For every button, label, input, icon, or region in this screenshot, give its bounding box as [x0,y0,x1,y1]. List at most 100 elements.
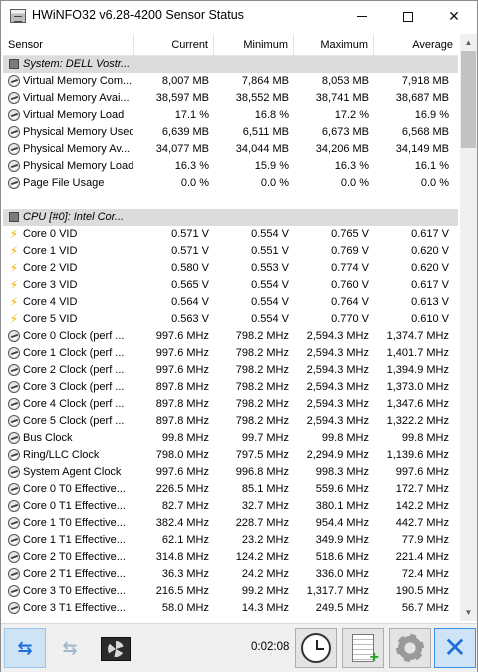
collapse-button[interactable]: ⇆ [49,628,91,668]
column-header-current[interactable]: Current [134,34,214,56]
clock-icon [301,633,331,663]
sensor-name: Core 2 T0 Effective... [23,551,126,563]
table-row[interactable]: Core 0 T0 Effective... 226.5 MHz 85.1 MHz 5… [3,481,458,498]
sensor-name: Core 1 Clock (perf ... [23,347,125,359]
scroll-down-button[interactable]: ▼ [460,604,477,621]
gauge-icon [8,432,20,444]
average-value: 221.4 MHz [395,551,449,563]
table-row[interactable]: Core 4 Clock (perf ... 897.8 MHz 798.2 MHz… [3,396,458,413]
table-row[interactable]: Virtual Memory Load 17.1 % 16.8 % 17.2 % 16.… [3,107,458,124]
table-row[interactable]: ⚡ Core 5 VID 0.563 V 0.554 V 0.770 V 0.610 V [3,311,458,328]
gauge-icon [8,415,20,427]
minimum-value: 14.3 MHz [241,602,289,614]
settings-button[interactable] [389,628,431,668]
table-row[interactable]: Page File Usage 0.0 % 0.0 % 0.0 % 0.0 % [3,175,458,192]
table-row[interactable]: Physical Memory Used 6,639 MB 6,511 MB 6,67… [3,124,458,141]
table-row[interactable]: Virtual Memory Com... 8,007 MB 7,864 MB 8,0… [3,73,458,90]
gauge-icon [8,381,20,393]
current-value [134,192,209,209]
scrollbar-thumb[interactable] [461,51,476,148]
scroll-up-button[interactable]: ▲ [460,34,477,51]
average-value: 72.4 MHz [401,568,449,580]
table-row[interactable]: Virtual Memory Avai... 38,597 MB 38,552 MB… [3,90,458,107]
sensor-name: CPU [#0]: Intel Cor... [23,211,125,223]
column-header-maximum[interactable]: Maximum [294,34,374,56]
table-row[interactable]: ⚡ Core 3 VID 0.565 V 0.554 V 0.760 V 0.617 V [3,277,458,294]
gauge-icon [8,75,20,87]
sensor-name: Virtual Memory Load [23,109,125,121]
elapsed-timer: 0:02:08 [251,641,290,653]
current-value: 0.0 % [180,177,209,189]
table-row[interactable]: ⚡ Core 2 VID 0.580 V 0.553 V 0.774 V 0.620 V [3,260,458,277]
average-value: 77.9 MHz [401,534,449,546]
average-value: 34,149 MB [395,143,449,155]
layout-toggle-button[interactable]: ⇆ [4,628,46,668]
table-row[interactable]: ⚡ Core 1 VID 0.571 V 0.551 V 0.769 V 0.620 V [3,243,458,260]
gauge-icon [8,466,20,478]
current-value: 997.6 MHz [155,466,209,478]
current-value: 36.3 MHz [161,568,209,580]
table-row[interactable]: Core 0 Clock (perf ... 997.6 MHz 798.2 MHz… [3,328,458,345]
current-value: 798.0 MHz [155,449,209,461]
close-button[interactable]: ✕ [431,1,477,32]
minimum-value [214,192,289,209]
average-value: 0.0 % [420,177,449,189]
table-row[interactable]: Physical Memory Load 16.3 % 15.9 % 16.3 % 16… [3,158,458,175]
minimize-button[interactable] [339,1,385,32]
group-row[interactable]: System: DELL Vostr... [3,56,458,73]
sensor-name: Core 2 Clock (perf ... [23,364,125,376]
maximum-value: 0.764 V [331,296,369,308]
exit-button[interactable]: ✕ [434,628,476,668]
logging-button[interactable]: + [342,628,384,668]
reset-timer-button[interactable] [295,628,337,668]
window-title: HWiNFO32 v6.28-4200 Sensor Status [32,8,244,22]
minimum-value: 797.5 MHz [235,449,289,461]
triangle-down-icon: ▼ [464,608,473,617]
table-row[interactable]: Core 2 T0 Effective... 314.8 MHz 124.2 MHz… [3,549,458,566]
table-row[interactable]: ⚡ Core 0 VID 0.571 V 0.554 V 0.765 V 0.617 V [3,226,458,243]
table-row[interactable]: System Agent Clock 997.6 MHz 996.8 MHz 998.… [3,464,458,481]
table-row[interactable]: Core 2 T1 Effective... 36.3 MHz 24.2 MHz 33… [3,566,458,583]
maximize-button[interactable] [385,1,431,32]
sensor-name: Core 1 VID [23,245,78,257]
table-row[interactable]: Core 3 T1 Effective... 58.0 MHz 14.3 MHz 24… [3,600,458,617]
table-row[interactable]: ⚡ Core 4 VID 0.564 V 0.554 V 0.764 V 0.613 V [3,294,458,311]
gauge-icon [8,585,20,597]
gauge-icon [8,143,20,155]
group-row[interactable]: CPU [#0]: Intel Cor... [3,209,458,226]
table-row[interactable]: Core 3 T0 Effective... 216.5 MHz 99.2 MHz 1… [3,583,458,600]
fan-icon [108,641,124,657]
minimum-value: 6,511 MB [242,126,289,138]
current-value: 0.580 V [171,262,209,274]
table-row[interactable]: Physical Memory Av... 34,077 MB 34,044 MB 3… [3,141,458,158]
table-row[interactable]: Ring/LLC Clock 798.0 MHz 797.5 MHz 2,294.9 … [3,447,458,464]
table-row[interactable]: Core 2 Clock (perf ... 997.6 MHz 798.2 MHz… [3,362,458,379]
sensor-table[interactable]: Sensor Current Minimum Maximum Average S… [3,34,458,621]
vertical-scrollbar[interactable]: ▲ ▼ [460,34,477,621]
column-header-minimum[interactable]: Minimum [214,34,294,56]
table-row[interactable]: Core 0 T1 Effective... 82.7 MHz 32.7 MHz 38… [3,498,458,515]
table-row[interactable]: Core 1 Clock (perf ... 997.6 MHz 798.2 MHz… [3,345,458,362]
minimum-value: 99.7 MHz [241,432,289,444]
spacer-row [3,192,458,209]
minimum-value: 0.554 V [251,228,289,240]
table-row[interactable]: Core 5 Clock (perf ... 897.8 MHz 798.2 MHz… [3,413,458,430]
table-row[interactable]: Core 1 T1 Effective... 62.1 MHz 23.2 MHz 34… [3,532,458,549]
title-bar[interactable]: HWiNFO32 v6.28-4200 Sensor Status ✕ [1,1,477,32]
maximum-value: 2,594.3 MHz [306,364,369,376]
table-row[interactable]: Core 1 T0 Effective... 382.4 MHz 228.7 MHz… [3,515,458,532]
sensor-name: Core 4 VID [23,296,78,308]
current-value: 314.8 MHz [155,551,209,563]
average-value: 142.2 MHz [395,500,449,512]
column-header-average[interactable]: Average [412,39,453,51]
table-row[interactable]: Core 3 Clock (perf ... 897.8 MHz 798.2 MHz… [3,379,458,396]
triangle-up-icon: ▲ [464,38,473,47]
average-value: 0.617 V [411,279,449,291]
fan-control-button[interactable] [101,637,131,661]
column-header-sensor[interactable]: Sensor [3,34,134,56]
average-value: 1,401.7 MHz [386,347,449,359]
average-value: 0.610 V [411,313,449,325]
current-value: 8,007 MB [161,75,209,87]
table-row[interactable]: Bus Clock 99.8 MHz 99.7 MHz 99.8 MHz 99.8 MH… [3,430,458,447]
